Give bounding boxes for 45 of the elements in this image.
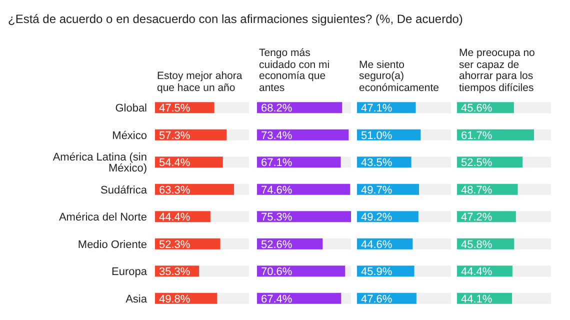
data-label: 47.6% bbox=[361, 293, 392, 306]
data-label: 52.3% bbox=[159, 238, 190, 251]
data-label: 45.6% bbox=[461, 102, 492, 115]
data-label: 44.6% bbox=[361, 238, 392, 251]
data-label: 47.1% bbox=[361, 102, 392, 115]
y-tick-label: Asia bbox=[126, 293, 148, 306]
data-label: 44.1% bbox=[461, 293, 492, 306]
data-label: 44.4% bbox=[461, 266, 492, 278]
y-tick-label: Medio Oriente bbox=[78, 238, 147, 251]
data-label: 51.0% bbox=[361, 130, 392, 142]
data-label: 70.6% bbox=[261, 266, 292, 278]
data-label: 67.4% bbox=[261, 293, 292, 306]
data-label: 54.4% bbox=[159, 157, 190, 170]
y-tick-label: América Latina (sin México) bbox=[52, 152, 147, 175]
y-tick-label: América del Norte bbox=[58, 212, 147, 224]
data-label: 49.8% bbox=[159, 293, 190, 306]
data-label: 74.6% bbox=[261, 184, 292, 196]
data-label: 43.5% bbox=[361, 157, 392, 170]
data-label: 68.2% bbox=[261, 102, 292, 115]
y-tick-label: México bbox=[112, 130, 147, 142]
data-label: 45.9% bbox=[361, 266, 392, 278]
data-label: 75.3% bbox=[261, 212, 292, 224]
data-label: 47.5% bbox=[159, 102, 190, 115]
data-label: 61.7% bbox=[461, 130, 492, 142]
data-label: 35.3% bbox=[159, 266, 190, 278]
y-tick-label: Europa bbox=[112, 266, 148, 278]
chart-title: Me preocupa no ser capaz de ahorrar para los tiempos difíciles bbox=[459, 47, 536, 94]
chart-title: Tengo más cuidado con mi economía que antes bbox=[259, 47, 331, 94]
data-label: 47.2% bbox=[461, 212, 492, 224]
data-label: 73.4% bbox=[261, 130, 292, 142]
y-tick-label: Sudáfrica bbox=[100, 184, 148, 196]
data-label: 48.7% bbox=[461, 184, 492, 196]
data-label: 44.4% bbox=[159, 212, 190, 224]
data-label: 45.8% bbox=[461, 238, 492, 251]
data-label: 52.6% bbox=[261, 238, 292, 251]
data-label: 52.5% bbox=[461, 157, 492, 170]
chart-title: Me siento seguro(a) económicamente bbox=[359, 58, 440, 94]
data-label: 49.7% bbox=[361, 184, 392, 196]
y-tick-label: Global bbox=[115, 102, 147, 115]
data-label: 67.1% bbox=[261, 157, 292, 170]
data-label: 57.3% bbox=[159, 130, 190, 142]
chart-title: Estoy mejor ahora que hace un año bbox=[157, 70, 244, 94]
data-label: 49.2% bbox=[361, 212, 392, 224]
chart-subtitle: ¿Está de acuerdo o en desacuerdo con las afirmaciones siguientes? (%, De acuerdo) bbox=[8, 12, 463, 26]
data-label: 63.3% bbox=[159, 184, 190, 196]
